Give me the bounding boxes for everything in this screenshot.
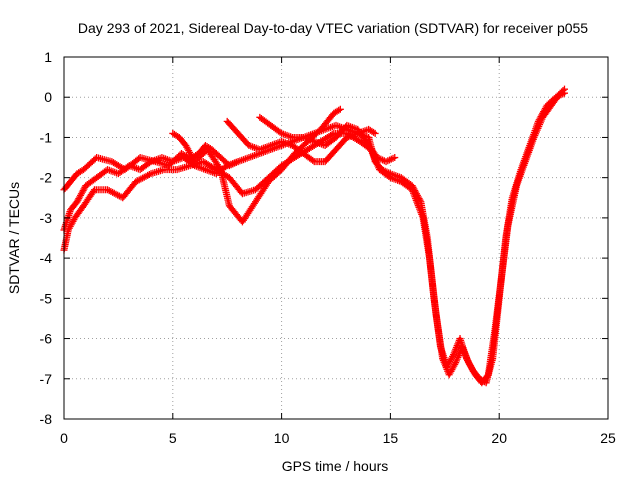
x-tick-label: 20 — [491, 430, 507, 446]
y-tick-label: 0 — [44, 89, 52, 105]
data-point — [309, 156, 317, 164]
series-track-e — [256, 113, 399, 166]
plot-frame — [63, 56, 609, 420]
series-track-f — [169, 129, 242, 170]
data-point — [559, 87, 567, 95]
data-point — [371, 129, 379, 137]
chart-title: Day 293 of 2021, Sidereal Day-to-day VTE… — [78, 20, 588, 36]
y-axis-label: SDTVAR / TECUs — [6, 182, 22, 294]
axis-ticks: 0 5 10 15 20 25 -8 -7 -6 -5 -4 -3 -2 -1 0 1 — [40, 49, 616, 446]
data-point — [234, 158, 242, 166]
y-tick-label: -8 — [40, 411, 53, 427]
x-tick-label: 10 — [274, 430, 290, 446]
data-point — [335, 106, 343, 114]
series-track-d — [223, 117, 379, 166]
y-tick-label: -3 — [40, 210, 53, 226]
data-point — [483, 372, 491, 380]
y-tick-label: -1 — [40, 129, 53, 145]
y-tick-label: -2 — [40, 170, 53, 186]
x-tick-label: 0 — [60, 430, 68, 446]
y-tick-label: -4 — [40, 250, 53, 266]
x-tick-label: 25 — [600, 430, 616, 446]
data-point — [370, 128, 378, 136]
y-tick-label: -5 — [40, 290, 53, 306]
x-tick-label: 5 — [169, 430, 177, 446]
y-tick-label: -6 — [40, 331, 53, 347]
data-point — [328, 130, 336, 138]
series-track-c — [60, 105, 344, 226]
y-tick-label: 1 — [44, 49, 52, 65]
data-point — [336, 105, 344, 113]
y-tick-label: -7 — [40, 371, 53, 387]
data-point — [560, 85, 568, 93]
data-markers — [60, 85, 568, 387]
x-tick-label: 15 — [383, 430, 399, 446]
data-point — [391, 154, 399, 162]
x-axis-label: GPS time / hours — [282, 458, 389, 474]
data-point — [216, 164, 224, 172]
